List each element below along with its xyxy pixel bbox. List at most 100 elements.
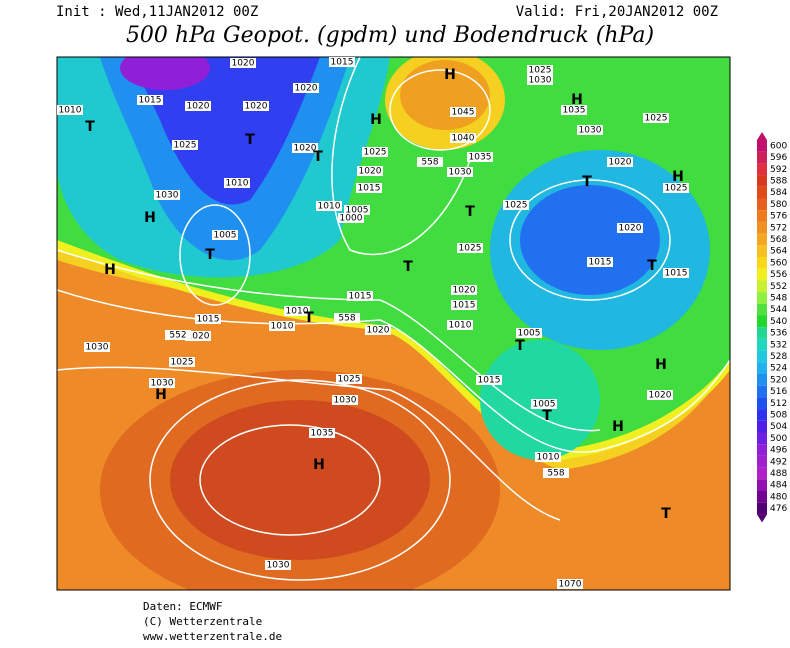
colorbar-swatch [757,397,767,410]
label-box [338,213,364,223]
pressure-center: T [304,310,314,326]
colorbar-label: 560 [770,258,787,268]
colorbar-label: 568 [770,235,787,245]
label-box [362,147,388,157]
label-box [617,223,643,233]
colorbar-arrow [757,514,767,523]
colorbar-swatch [757,374,767,386]
isobar-label: 1040 [452,134,475,144]
isobar-label: 1010 [537,453,560,463]
label-box [365,325,391,335]
pressure-center: T [313,149,323,165]
label-box [292,143,318,153]
label-box [535,452,561,462]
label-box [577,125,603,135]
isobar-label: 1025 [171,358,194,368]
pressure-center: T [661,506,671,522]
label-box [284,306,310,316]
title: 500 hPa Geopot. (gpdm) und Bodendruck (h… [126,23,654,48]
label-box [195,314,221,324]
label-box [265,560,291,570]
pressure-center: H [571,92,583,108]
isobar-label: 1025 [459,244,482,254]
label-box [336,374,362,384]
colorbar-swatch [757,420,767,433]
colorbar-swatch [757,245,767,257]
colorbar-swatch [757,350,767,363]
label-box [467,152,493,162]
colorbar-swatch [757,268,767,281]
colorbar-label: 476 [770,504,787,514]
init-time: Init : Wed,11JAN2012 00Z [56,4,258,20]
isobar-label: 1010 [449,321,472,331]
label-box [185,101,211,111]
pressure-center: T [647,258,657,274]
isobar-label: 1020 [367,326,390,336]
map-field [57,57,730,590]
colorbar-swatch [757,467,767,480]
isobar-label: 1030 [156,191,179,201]
isobar-label: 1005 [214,231,237,241]
isobar-label: 1030 [86,343,109,353]
colorbar-label: 540 [770,317,787,327]
isobar-label: 1030 [151,379,174,389]
colorbar-swatch [757,221,767,234]
pressure-center: T [465,204,475,220]
isobar-label: 1025 [529,66,552,76]
label-box [212,230,238,240]
colorbar-label: 572 [770,223,787,233]
label-box [224,178,250,188]
isobar-label: 1035 [469,153,492,163]
colorbar-swatch [757,444,767,456]
isobar-label: 1030 [579,126,602,136]
isobar-label: 1005 [346,206,369,216]
label-box [527,75,553,85]
isobar-label: 1035 [311,429,334,439]
label-box [137,95,163,105]
colorbar-swatch [757,455,767,468]
label-box [647,390,673,400]
colorbar-label: 592 [770,165,787,175]
isobar-label: 1025 [338,375,361,385]
label-box [154,190,180,200]
footer-line: Daten: ECMWF [143,600,222,613]
colorbar-swatch [757,151,767,164]
pressure-center: H [444,67,456,83]
isobar-label: 1005 [533,400,556,410]
pressure-center: H [144,210,156,226]
isobar-label: 1020 [453,286,476,296]
pressure-center: T [205,247,215,263]
label-box [84,342,110,352]
colorbar-swatch [757,409,767,421]
isobar-label: 1030 [529,76,552,86]
label-box [316,201,342,211]
isobar-label: 1010 [226,179,249,189]
colorbar-swatch [757,186,767,199]
map-frame [56,56,731,591]
label-box [447,320,473,330]
colorbar-swatch [757,233,767,246]
colorbar-label: 496 [770,446,787,456]
isobar-label: 1025 [645,114,668,124]
colorbar-label: 504 [770,422,787,432]
label-box [451,300,477,310]
label-box [243,101,269,111]
pressure-center: H [155,387,167,403]
colorbar-swatch [757,502,767,515]
colorbar-label: 492 [770,457,787,467]
isobar-label: 1045 [452,108,475,118]
colorbar-swatch [757,491,767,503]
colorbar-swatch [757,163,767,176]
isobar-label: 1010 [286,307,309,317]
colorbar-label: 484 [770,481,787,491]
label-box [663,268,689,278]
colorbar-swatch [757,303,767,316]
label-box [557,579,583,589]
isobar-label: 1010 [59,106,82,116]
colorbar-label: 512 [770,399,787,409]
isobar-label: 1020 [245,102,268,112]
colorbar-swatch [757,292,767,304]
isobar-label: 558 [421,158,438,168]
isobar-label: 1015 [665,269,688,279]
